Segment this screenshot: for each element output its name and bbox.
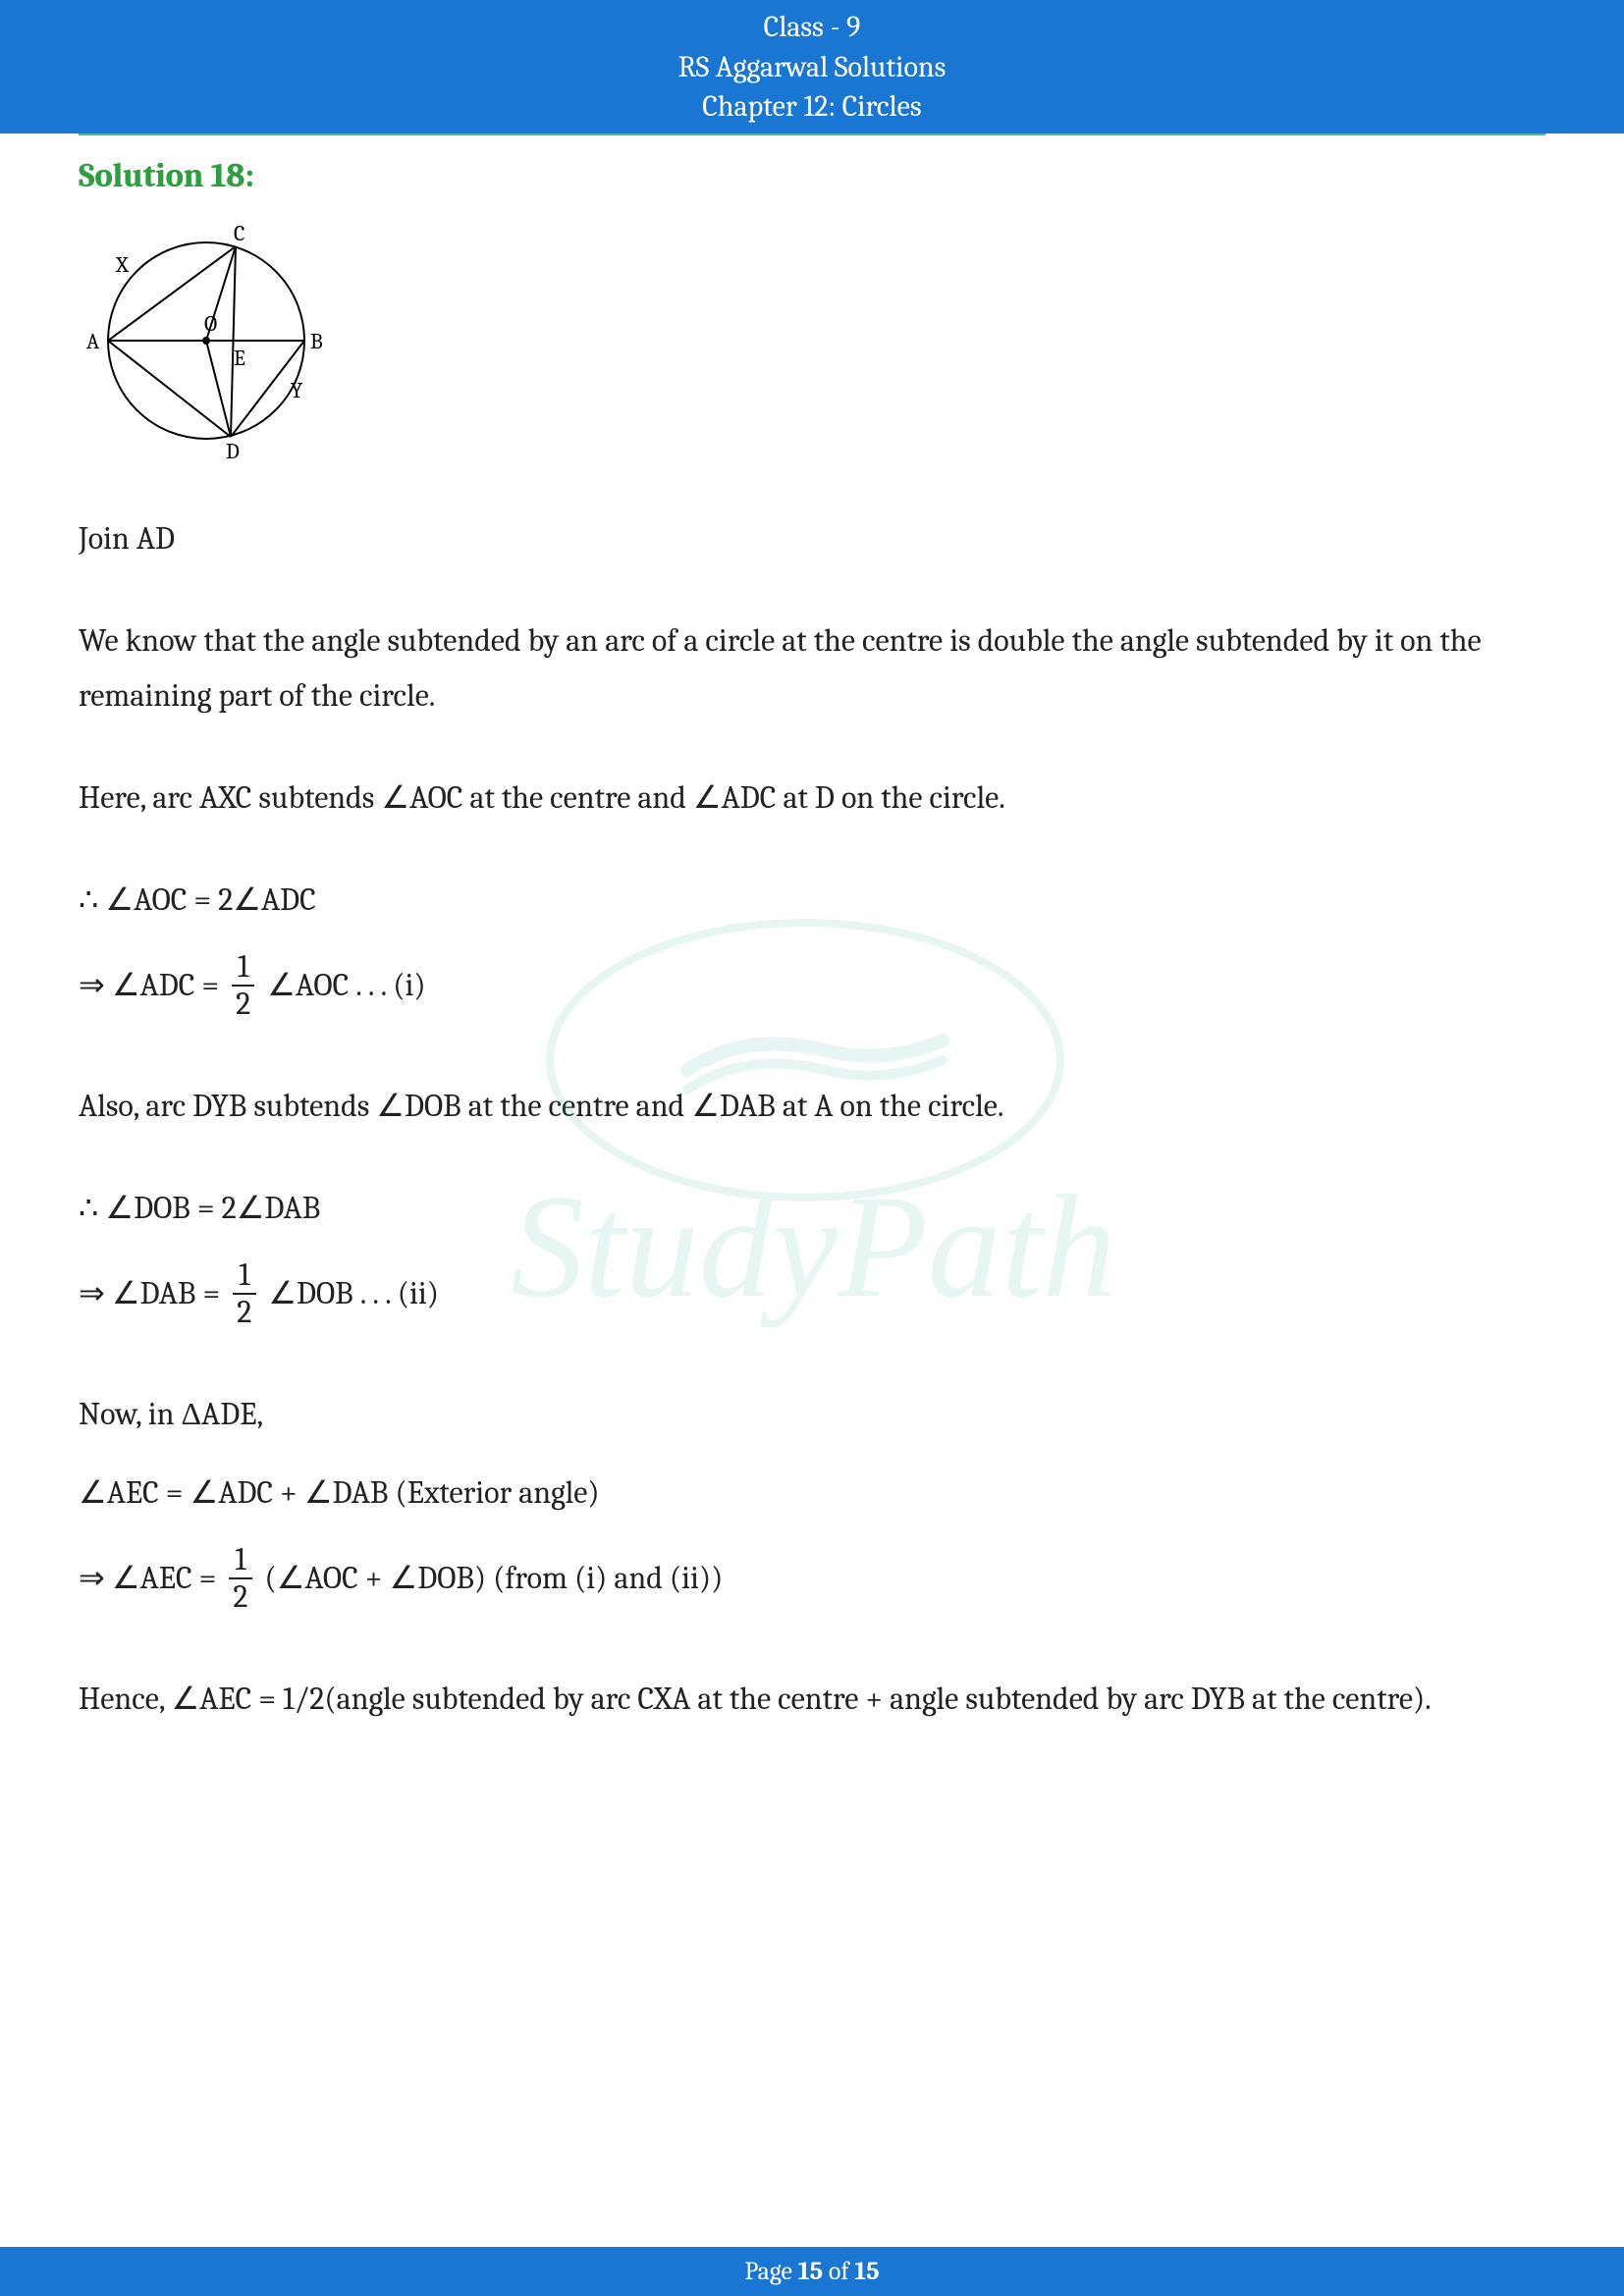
header-line-2: RS Aggarwal Solutions [0, 48, 1624, 88]
frac3-num: 1 [229, 1544, 252, 1579]
label-A: A [86, 329, 100, 354]
label-O: O [204, 311, 217, 337]
paragraph-1: We know that the angle subtended by an a… [79, 614, 1545, 723]
math-line-5: ∠AEC = ∠ADC + ∠DAB (Exterior angle) [79, 1466, 1545, 1521]
page-footer: Page 15 of 15 [0, 2247, 1624, 2296]
solution-title: Solution 18: [79, 147, 1545, 206]
math-line-6: ⇒ ∠AEC = 1 2 (∠AOC + ∠DOB) (from (i) and… [79, 1544, 1545, 1613]
page-header: Class - 9 RS Aggarwal Solutions Chapter … [0, 0, 1624, 133]
math-l4a: ⇒ ∠DAB = [79, 1266, 220, 1321]
frac1-den: 2 [230, 987, 256, 1020]
math-l6b: (∠AOC + ∠DOB) (from (i) and (ii)) [264, 1551, 723, 1606]
paragraph-5: Hence, ∠AEC = 1/2(angle subtended by arc… [79, 1672, 1545, 1727]
frac1-num: 1 [232, 951, 255, 987]
page-content: Solution 18: E O A B C X Y D Join AD We … [0, 135, 1624, 1728]
math-l4b: ∠DOB . . . (ii) [268, 1266, 439, 1321]
frac3-den: 2 [227, 1579, 253, 1613]
math-l2b: ∠AOC . . . (i) [267, 958, 425, 1013]
footer-middle: of [823, 2257, 854, 2286]
label-X: X [115, 252, 130, 278]
math-l6a: ⇒ ∠AEC = [79, 1551, 216, 1606]
paragraph-2: Here, arc AXC subtends ∠AOC at the centr… [79, 771, 1545, 826]
fraction-1: 1 2 [230, 951, 256, 1020]
math-line-3: ∴ ∠DOB = 2∠DAB [79, 1181, 1545, 1236]
header-line-1: Class - 9 [0, 8, 1624, 48]
label-B: B [310, 329, 323, 354]
header-line-3: Chapter 12: Circles [0, 87, 1624, 128]
math-l2a: ⇒ ∠ADC = [79, 958, 219, 1013]
footer-total: 15 [854, 2257, 879, 2286]
fraction-2: 1 2 [231, 1259, 257, 1328]
paragraph-4: Now, in ΔADE, [79, 1387, 1545, 1442]
circle-diagram: E O A B C X Y D [79, 223, 373, 468]
label-D: D [226, 439, 240, 464]
math-line-1: ∴ ∠AOC = 2∠ADC [79, 873, 1545, 928]
label-C: C [234, 223, 244, 246]
frac2-num: 1 [233, 1259, 256, 1295]
footer-prefix: Page [744, 2257, 797, 2286]
fraction-3: 1 2 [227, 1544, 253, 1613]
text-join: Join AD [79, 511, 1545, 566]
paragraph-3: Also, arc DYB subtends ∠DOB at the centr… [79, 1079, 1545, 1134]
label-E: E [234, 346, 245, 371]
math-line-4: ⇒ ∠DAB = 1 2 ∠DOB . . . (ii) [79, 1259, 1545, 1328]
frac2-den: 2 [231, 1295, 257, 1328]
footer-current: 15 [798, 2257, 823, 2286]
math-line-2: ⇒ ∠ADC = 1 2 ∠AOC . . . (i) [79, 951, 1545, 1020]
label-Y: Y [291, 378, 303, 403]
